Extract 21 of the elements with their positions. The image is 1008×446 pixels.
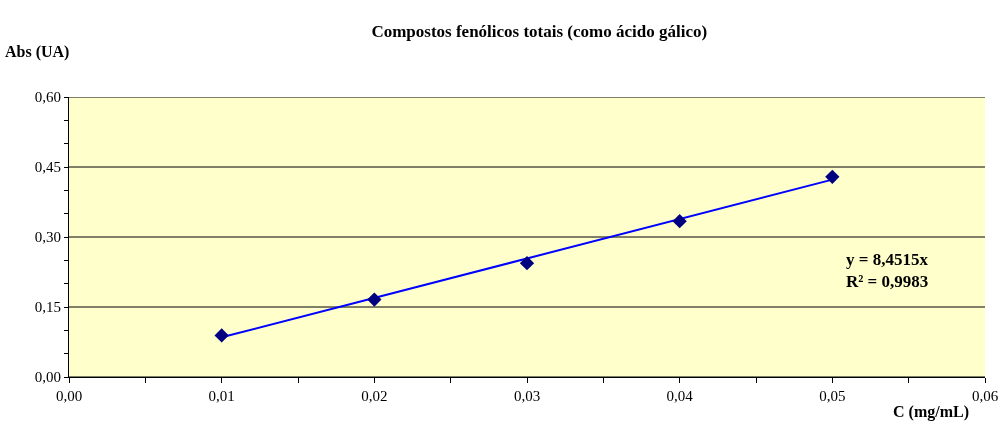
chart-title: Compostos fenólicos totais (como ácido gálico) xyxy=(371,22,708,42)
y-tick-label: 0,60 xyxy=(34,89,61,106)
x-tick-label: 0,03 xyxy=(513,388,541,404)
x-axis-title: C (mg/mL) xyxy=(893,403,969,421)
annotation: y = 8,4515x R² = 0,9983 xyxy=(846,250,929,292)
point xyxy=(825,169,840,184)
x-tick-label: 0,00 xyxy=(55,388,83,404)
point xyxy=(367,292,382,307)
y-tick-label: 0,45 xyxy=(34,159,61,176)
point xyxy=(519,255,535,271)
point xyxy=(214,328,229,343)
y-tick-label: 0,00 xyxy=(34,369,61,386)
y-tick-label: 0,15 xyxy=(34,299,61,316)
point xyxy=(672,213,687,229)
x-tick-label: 0,05 xyxy=(819,388,846,404)
x-tick-label: 0,01 xyxy=(208,388,235,404)
x-tick-label: 0,04 xyxy=(666,388,694,404)
y-tick-label: 0,30 xyxy=(34,229,61,246)
x-tick-label: 0,06 xyxy=(971,388,999,404)
y-axis-title: Abs (UA) xyxy=(5,43,70,61)
x-tick-label: 0,02 xyxy=(361,388,388,404)
